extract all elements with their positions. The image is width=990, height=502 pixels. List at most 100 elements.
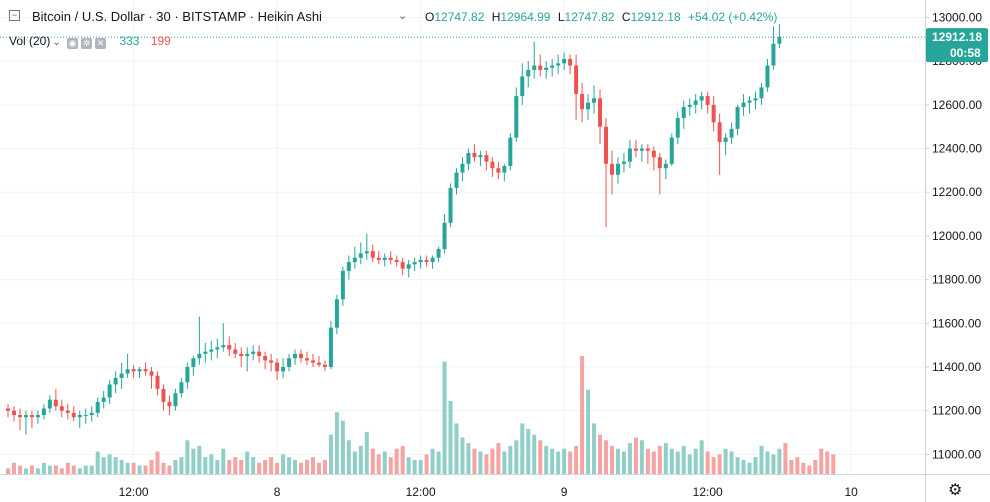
volume-bar xyxy=(657,445,662,474)
volume-bar xyxy=(771,454,776,474)
candle xyxy=(412,262,417,265)
y-tick-label: 11800.00 xyxy=(932,273,981,287)
candle xyxy=(149,371,154,376)
candle xyxy=(6,408,10,411)
volume-bar xyxy=(125,462,130,474)
volume-bar xyxy=(508,445,513,474)
volume-bar xyxy=(430,448,435,474)
volume-bar xyxy=(251,457,256,474)
candle xyxy=(400,262,405,269)
candle xyxy=(735,107,740,129)
volume-bar xyxy=(6,468,10,474)
y-tick-label: 12600.00 xyxy=(932,98,982,112)
candle xyxy=(215,347,220,350)
candle xyxy=(759,87,764,99)
candle xyxy=(185,366,190,383)
volume-bar xyxy=(275,462,280,474)
candle xyxy=(723,137,728,142)
countdown-label: 00:58 xyxy=(950,46,981,60)
candle xyxy=(388,257,393,260)
volume-bar xyxy=(609,445,614,474)
volume-bar xyxy=(526,429,531,474)
candle xyxy=(29,415,34,418)
candle xyxy=(35,415,40,418)
symbol-title[interactable]: Bitcoin / U.S. Dollar · 30 · BITSTAMP · … xyxy=(32,9,322,24)
close-icon[interactable]: ✕ xyxy=(95,38,107,49)
candle xyxy=(418,259,423,263)
volume-bar xyxy=(454,423,459,474)
volume-bar xyxy=(287,457,292,474)
candle xyxy=(568,58,573,66)
candle xyxy=(580,93,585,110)
volume-bar xyxy=(113,457,118,474)
volume-bar xyxy=(131,462,136,474)
volume-bar xyxy=(53,465,58,474)
candle xyxy=(161,388,166,402)
candle xyxy=(275,362,280,372)
volume-bar xyxy=(735,457,740,474)
candle xyxy=(741,102,746,108)
volume-bar xyxy=(281,454,286,474)
gear-icon[interactable]: ✲ xyxy=(81,38,93,49)
volume-bar xyxy=(496,443,501,474)
candle xyxy=(520,76,525,97)
candle xyxy=(197,353,202,359)
candle xyxy=(430,257,435,263)
volume-label[interactable]: Vol (20) xyxy=(9,34,51,48)
low-value: 12747.82 xyxy=(564,10,615,24)
candle xyxy=(316,362,321,365)
volume-bar xyxy=(568,451,573,474)
last-price-label: 12912.18 xyxy=(932,30,982,44)
candle xyxy=(269,360,274,363)
candle xyxy=(586,102,591,110)
candle xyxy=(137,369,142,372)
candle xyxy=(699,96,704,101)
candle xyxy=(167,401,172,407)
volume-bar xyxy=(514,440,519,474)
volume-bar xyxy=(257,462,262,474)
candle xyxy=(17,415,22,418)
candle xyxy=(604,126,608,164)
candle xyxy=(550,65,555,68)
volume-bar xyxy=(11,462,16,474)
y-tick-label: 12200.00 xyxy=(932,185,982,199)
candle xyxy=(574,65,579,94)
candle xyxy=(609,163,614,175)
eye-icon[interactable]: ◉ xyxy=(67,38,79,49)
candle xyxy=(299,353,304,359)
candle xyxy=(675,117,680,138)
volume-bar xyxy=(137,465,142,474)
volume-bar xyxy=(801,462,806,474)
candle xyxy=(615,163,620,175)
candle xyxy=(65,410,70,413)
volume-bar xyxy=(197,445,202,474)
volume-bar xyxy=(358,445,363,474)
volume-bar xyxy=(382,451,387,474)
volume-bar xyxy=(245,451,250,474)
chevron-down-icon[interactable]: ⌄ xyxy=(52,37,61,48)
candle xyxy=(765,65,770,88)
volume-bar xyxy=(741,459,746,474)
y-tick-label: 11600.00 xyxy=(932,316,981,330)
candle xyxy=(263,356,268,361)
chevron-down-icon[interactable]: ⌄ xyxy=(398,10,408,22)
gear-icon[interactable]: ⚙ xyxy=(948,482,963,499)
volume-bar xyxy=(490,448,495,474)
candle xyxy=(771,43,776,66)
volume-bar xyxy=(71,465,76,474)
volume-bar xyxy=(107,454,112,474)
candle xyxy=(203,351,208,354)
candle xyxy=(777,37,782,44)
volume-bar xyxy=(442,361,447,474)
close-value: 12912.18 xyxy=(630,10,681,24)
candle xyxy=(101,397,106,402)
volume-bar xyxy=(831,454,836,474)
candle xyxy=(328,327,333,367)
volume-bar xyxy=(418,459,423,474)
volume-bar xyxy=(717,454,722,474)
volume-bar xyxy=(41,462,46,474)
collapse-toggle[interactable]: − xyxy=(9,10,20,21)
volume-bar xyxy=(807,465,812,474)
candle xyxy=(394,259,399,263)
